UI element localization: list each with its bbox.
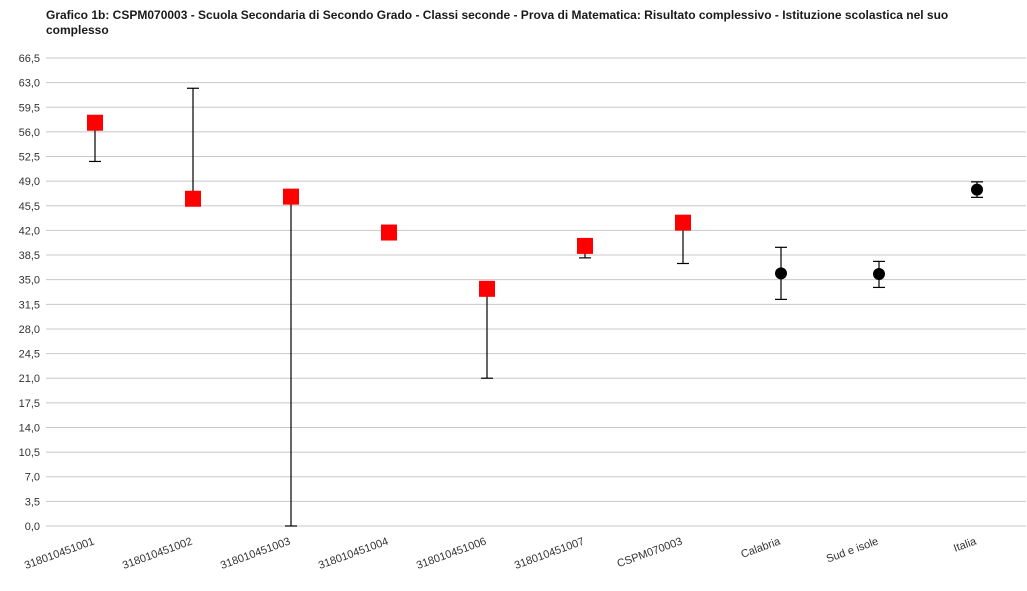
- y-tick-label: 3,5: [25, 496, 40, 508]
- x-tick-label: Calabria: [739, 535, 782, 561]
- y-tick-label: 10,5: [19, 447, 40, 459]
- data-markers: [87, 114, 983, 297]
- y-tick-label: 28,0: [19, 324, 40, 336]
- data-point-square: [381, 224, 397, 241]
- y-tick-label: 63,0: [19, 78, 40, 90]
- y-tick-label: 24,5: [19, 349, 40, 361]
- y-tick-label: 31,5: [19, 299, 40, 311]
- x-axis: 318010451001 318010451002 318010451003 3180…: [23, 535, 979, 572]
- y-tick-label: 49,0: [19, 176, 40, 188]
- x-tick-label: 318010451006: [415, 536, 488, 572]
- y-tick-label: 35,0: [19, 275, 40, 287]
- y-tick-label: 42,0: [19, 225, 40, 237]
- x-tick-label: Italia: [952, 535, 979, 555]
- data-point-square: [87, 114, 103, 131]
- y-tick-label: 56,0: [19, 127, 40, 139]
- y-tick-label: 21,0: [19, 373, 40, 385]
- x-tick-label: Sud e isole: [825, 536, 880, 566]
- x-tick-label: CSPM070003: [616, 536, 684, 571]
- x-tick-label: 318010451004: [317, 536, 390, 572]
- y-tick-label: 17,5: [19, 398, 40, 410]
- y-tick-label: 66,5: [19, 53, 40, 65]
- y-tick-label: 59,5: [19, 102, 40, 114]
- x-tick-label: 318010451002: [121, 536, 194, 572]
- data-point-square: [577, 237, 593, 254]
- y-axis: 0,0 3,5 7,0 10,5 14,0 17,5 21,0 24,5 28,0 31,5 35,…: [19, 53, 40, 533]
- data-point-square: [185, 190, 201, 207]
- y-tick-label: 0,0: [25, 521, 40, 533]
- y-tick-label: 52,5: [19, 152, 40, 164]
- x-tick-label: 318010451003: [219, 536, 292, 572]
- data-point-circle: [775, 267, 787, 280]
- chart-title: Grafico 1b: CSPM070003 - Scuola Secondar…: [46, 8, 949, 37]
- x-tick-label: 318010451001: [23, 536, 96, 572]
- data-point-square: [675, 214, 691, 231]
- y-tick-label: 14,0: [19, 422, 40, 434]
- y-tick-label: 7,0: [25, 472, 40, 484]
- data-point-square: [283, 188, 299, 205]
- y-tick-label: 45,5: [19, 201, 40, 213]
- y-tick-label: 38,5: [19, 250, 40, 262]
- error-bars: [89, 87, 983, 527]
- grid-layer: [46, 57, 1026, 527]
- x-tick-label: 318010451007: [513, 536, 586, 572]
- data-point-circle: [873, 268, 885, 281]
- data-point-square: [479, 280, 495, 297]
- data-point-circle: [971, 183, 983, 196]
